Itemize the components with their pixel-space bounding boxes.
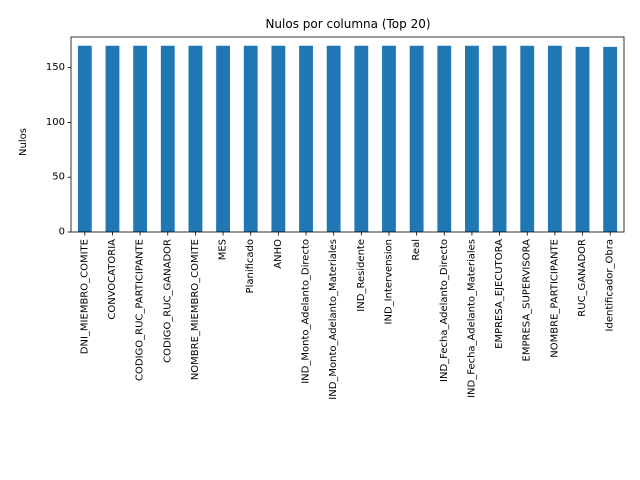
y-tick-label-1: 50 bbox=[52, 172, 65, 183]
bar-18 bbox=[575, 46, 590, 232]
x-tick-label-14: IND_Fecha_Adelanto_Materiales bbox=[466, 239, 477, 398]
bar-12 bbox=[409, 45, 424, 233]
bar-6 bbox=[243, 45, 258, 233]
x-tick-label-8: IND_Monto_Adelanto_Directo bbox=[301, 239, 312, 384]
x-tick-label-4: NOMBRE_MIEMBRO_COMITE bbox=[190, 239, 201, 380]
y-tick-label-2: 100 bbox=[46, 117, 65, 128]
x-tick-label-7: ANHO bbox=[273, 239, 284, 269]
x-axis-ticks: DNI_MIEMBRO_COMITE CONVOCATORIA CODIGO_RUC… bbox=[79, 232, 616, 400]
x-tick-label-6: Planificado bbox=[245, 239, 256, 293]
bar-16 bbox=[520, 45, 535, 233]
chart-title: Nulos por columna (Top 20) bbox=[265, 17, 430, 31]
bar-11 bbox=[382, 45, 396, 233]
x-tick-label-3: CODIGO_RUC_GANADOR bbox=[162, 239, 173, 363]
y-axis-label: Nulos bbox=[18, 128, 29, 156]
bar-8 bbox=[299, 45, 313, 233]
x-tick-label-9: IND_Monto_Adelanto_Materiales bbox=[328, 239, 339, 400]
bar-0 bbox=[77, 45, 92, 233]
x-tick-label-2: CODIGO_RUC_PARTICIPANTE bbox=[135, 239, 146, 381]
bar-series bbox=[77, 45, 618, 233]
y-axis-ticks: 0 50 100 150 bbox=[46, 62, 71, 238]
plot-frame bbox=[70, 36, 625, 233]
bar-4 bbox=[188, 45, 203, 233]
x-tick-label-1: CONVOCATORIA bbox=[107, 239, 118, 320]
bar-9 bbox=[326, 45, 341, 233]
x-tick-label-17: NOMBRE_PARTICIPANTE bbox=[549, 239, 560, 358]
bar-10 bbox=[354, 45, 369, 233]
bar-2 bbox=[133, 45, 148, 233]
bar-3 bbox=[160, 45, 175, 233]
bar-13 bbox=[437, 45, 452, 233]
bar-1 bbox=[105, 45, 120, 233]
x-tick-label-16: EMPRESA_SUPERVISORA bbox=[522, 239, 533, 362]
x-tick-label-13: IND_Fecha_Adelanto_Directo bbox=[439, 239, 450, 382]
bar-17 bbox=[547, 45, 562, 233]
x-tick-label-19: Identificador_Obra bbox=[605, 239, 616, 331]
y-tick-label-3: 150 bbox=[46, 62, 65, 73]
bar-15 bbox=[492, 45, 507, 233]
bar-14 bbox=[465, 45, 479, 233]
bar-19 bbox=[603, 46, 618, 232]
bar-5 bbox=[216, 45, 230, 233]
x-tick-label-18: RUC_GANADOR bbox=[577, 239, 588, 317]
x-tick-label-0: DNI_MIEMBRO_COMITE bbox=[79, 239, 90, 354]
x-tick-label-15: EMPRESA_EJECUTORA bbox=[494, 239, 505, 349]
x-tick-label-5: MES bbox=[218, 239, 229, 260]
x-tick-label-10: IND_Residente bbox=[356, 239, 367, 312]
bar-7 bbox=[271, 45, 286, 233]
x-tick-label-12: Real bbox=[411, 239, 422, 261]
y-tick-label-0: 0 bbox=[59, 227, 65, 238]
x-tick-label-11: IND_Intervension bbox=[383, 239, 394, 324]
